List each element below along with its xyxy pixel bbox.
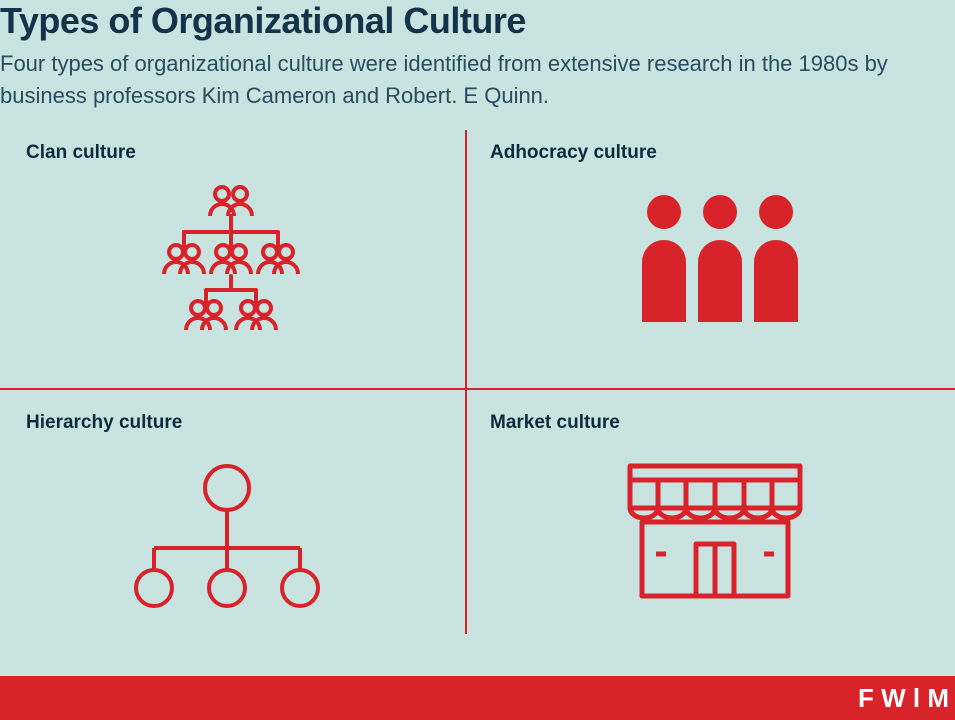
- quadrant-adhocracy: Adhocracy culture: [490, 142, 910, 164]
- clan-tree-people-icon: [146, 182, 316, 347]
- storefront-outline-icon: [620, 458, 810, 613]
- quadrant-market: Market culture: [490, 412, 910, 434]
- quadrant-label: Hierarchy culture: [26, 412, 446, 434]
- footer-bar: F W l M: [0, 676, 955, 720]
- org-chart-outline-icon: [122, 460, 332, 625]
- three-people-solid-icon: [630, 192, 810, 337]
- quadrant-label: Clan culture: [26, 142, 446, 164]
- page-subtitle: Four types of organizational culture wer…: [0, 48, 955, 112]
- quadrant-clan: Clan culture: [26, 142, 446, 164]
- quadrant-hierarchy: Hierarchy culture: [26, 412, 446, 434]
- page-title: Types of Organizational Culture: [0, 0, 955, 42]
- infographic-page: Types of Organizational Culture Four typ…: [0, 0, 955, 720]
- quadrant-label: Market culture: [490, 412, 910, 434]
- quadrant-label: Adhocracy culture: [490, 142, 910, 164]
- vertical-divider: [465, 130, 467, 634]
- horizontal-divider: [0, 388, 955, 390]
- quadrant-grid: Clan culture: [0, 130, 955, 672]
- footer-text: F W l M: [858, 683, 949, 714]
